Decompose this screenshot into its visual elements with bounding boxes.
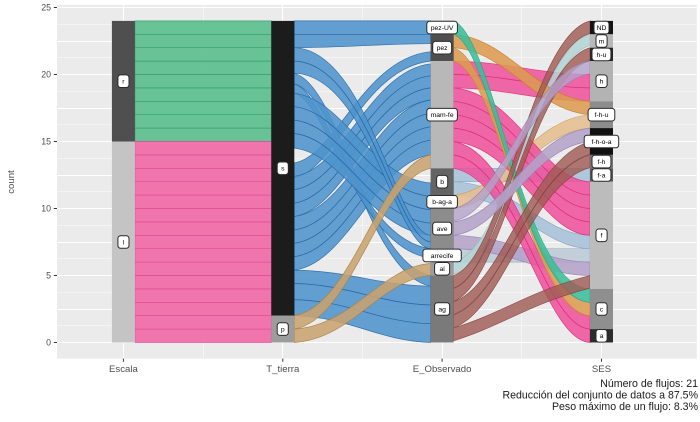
svg-text:f-h-o-a: f-h-o-a <box>591 139 611 146</box>
svg-text:pez-UV: pez-UV <box>431 25 454 32</box>
svg-text:r: r <box>122 79 125 86</box>
svg-text:arrecife: arrecife <box>431 253 454 260</box>
svg-text:ave: ave <box>437 226 448 233</box>
svg-text:15: 15 <box>41 137 51 147</box>
svg-text:T_tierra: T_tierra <box>266 364 300 375</box>
svg-text:al: al <box>439 266 445 273</box>
svg-text:ND: ND <box>597 25 607 32</box>
svg-text:f: f <box>601 233 603 240</box>
svg-text:Escala: Escala <box>109 364 138 375</box>
svg-text:5: 5 <box>46 271 51 281</box>
svg-text:SES: SES <box>592 364 611 375</box>
svg-text:mam-fe: mam-fe <box>431 112 454 119</box>
svg-text:s: s <box>281 166 285 173</box>
svg-text:Reducción del conjunto de dato: Reducción del conjunto de datos a 87.5% <box>502 389 698 401</box>
svg-text:p: p <box>281 327 285 334</box>
svg-text:b-ag-a: b-ag-a <box>432 199 452 206</box>
svg-text:count: count <box>6 170 17 194</box>
svg-text:a: a <box>600 333 604 340</box>
svg-text:c: c <box>600 306 604 313</box>
svg-text:f-h: f-h <box>598 159 606 166</box>
svg-text:ag: ag <box>438 306 446 313</box>
svg-text:pez: pez <box>437 45 449 52</box>
svg-text:Número de flujos: 21: Número de flujos: 21 <box>600 378 698 390</box>
svg-text:b: b <box>440 179 444 186</box>
svg-text:E_Observado: E_Observado <box>413 364 472 375</box>
svg-text:f-a: f-a <box>598 172 606 179</box>
svg-text:20: 20 <box>41 70 51 80</box>
svg-text:10: 10 <box>41 204 51 214</box>
svg-text:Peso máximo de un flujo: 8.3%: Peso máximo de un flujo: 8.3% <box>552 401 699 413</box>
svg-text:h-u: h-u <box>597 52 607 59</box>
svg-text:f-h-u: f-h-u <box>595 112 609 119</box>
svg-text:h: h <box>600 79 604 86</box>
svg-text:25: 25 <box>41 3 51 13</box>
svg-text:0: 0 <box>46 338 51 348</box>
svg-text:l: l <box>123 239 125 246</box>
svg-text:m: m <box>599 38 605 45</box>
